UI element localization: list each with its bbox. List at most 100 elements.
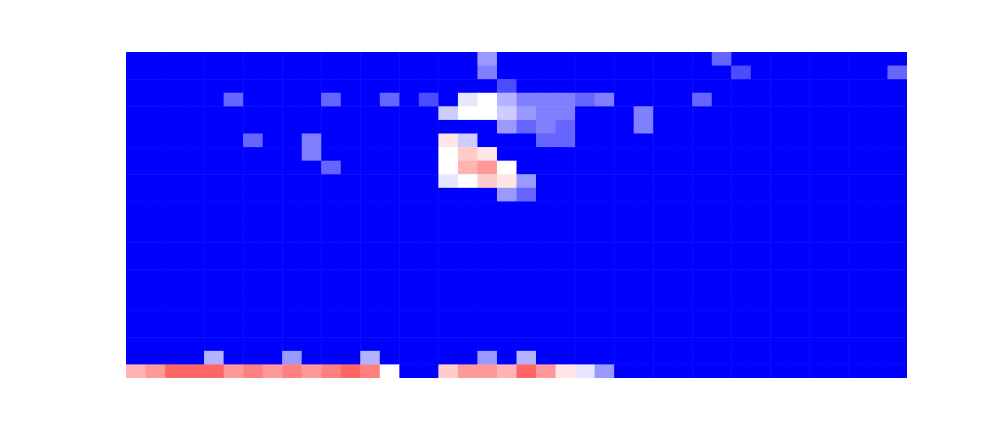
cell [673, 297, 693, 311]
cell [204, 283, 224, 297]
cell [399, 201, 419, 215]
cell [321, 269, 341, 283]
cell [438, 364, 458, 378]
cell [653, 120, 673, 134]
cell [341, 324, 361, 338]
cell [809, 283, 829, 297]
cell [848, 229, 868, 243]
cell [614, 147, 634, 161]
cell [517, 174, 537, 188]
cell [380, 269, 400, 283]
cell [517, 106, 537, 120]
cell [556, 215, 576, 229]
cell [477, 242, 497, 256]
cell [477, 161, 497, 175]
cell [575, 134, 595, 148]
cell [204, 351, 224, 365]
cell [126, 324, 146, 338]
cell [536, 324, 556, 338]
cell [224, 147, 244, 161]
cell [887, 134, 907, 148]
cell [282, 174, 302, 188]
cell [790, 106, 810, 120]
cell [302, 283, 322, 297]
cell [536, 283, 556, 297]
cell [829, 310, 849, 324]
cell [887, 229, 907, 243]
cell [653, 297, 673, 311]
cell [731, 364, 751, 378]
cell [497, 283, 517, 297]
cell [575, 188, 595, 202]
cell [653, 174, 673, 188]
cell [341, 297, 361, 311]
cell [731, 52, 751, 66]
cell [282, 351, 302, 365]
cell [282, 242, 302, 256]
cell [868, 364, 888, 378]
cell [614, 188, 634, 202]
cell [185, 215, 205, 229]
cell [809, 242, 829, 256]
cell [438, 147, 458, 161]
cell [302, 351, 322, 365]
cell [458, 161, 478, 175]
cell [751, 161, 771, 175]
cell [829, 242, 849, 256]
cell [341, 337, 361, 351]
cell [751, 242, 771, 256]
cell [185, 229, 205, 243]
cell [712, 229, 732, 243]
cell [126, 52, 146, 66]
cell [165, 134, 185, 148]
cell [360, 201, 380, 215]
cell [712, 297, 732, 311]
cell [575, 337, 595, 351]
cell [282, 229, 302, 243]
cell [380, 310, 400, 324]
cell [517, 242, 537, 256]
cell [536, 269, 556, 283]
cell [517, 269, 537, 283]
cell [399, 324, 419, 338]
cell [321, 242, 341, 256]
cell [790, 174, 810, 188]
cell [146, 283, 166, 297]
cell [243, 174, 263, 188]
cell [848, 174, 868, 188]
cell [224, 66, 244, 80]
cell [477, 297, 497, 311]
cell [770, 93, 790, 107]
cell [419, 66, 439, 80]
cell [692, 364, 712, 378]
cell [302, 66, 322, 80]
cell [282, 147, 302, 161]
cell [692, 106, 712, 120]
cell [575, 174, 595, 188]
cell [595, 215, 615, 229]
cell [790, 120, 810, 134]
cell [438, 106, 458, 120]
cell [575, 229, 595, 243]
cell [243, 79, 263, 93]
cell [848, 215, 868, 229]
cell [243, 229, 263, 243]
chart [0, 0, 1008, 432]
cell [614, 269, 634, 283]
cell [360, 337, 380, 351]
cell [477, 106, 497, 120]
cell [165, 229, 185, 243]
cell [634, 297, 654, 311]
cell [302, 297, 322, 311]
cell [614, 161, 634, 175]
cell [243, 52, 263, 66]
cell [438, 174, 458, 188]
cell [477, 337, 497, 351]
cell [751, 324, 771, 338]
cell [887, 242, 907, 256]
cell [634, 93, 654, 107]
cell [887, 256, 907, 270]
cell [790, 256, 810, 270]
cell [595, 324, 615, 338]
cell [595, 120, 615, 134]
